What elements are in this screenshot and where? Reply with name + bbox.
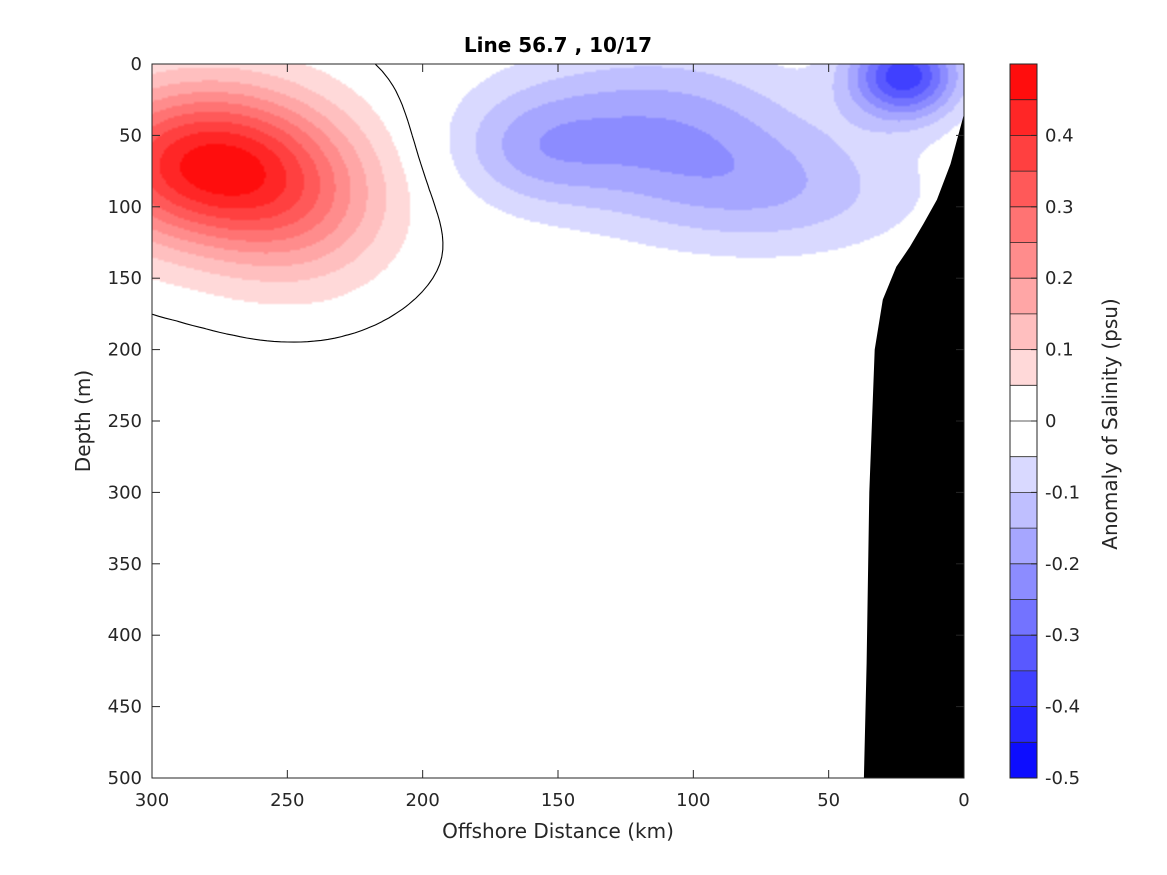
x-tick-label: 150	[541, 790, 575, 811]
colorbar-swatch	[1010, 135, 1037, 172]
y-axis: 0 50 100 150 200 250 300 350 400 450 500	[108, 54, 964, 789]
y-axis-label: Depth (m)	[71, 370, 95, 472]
plot-area	[151, 63, 965, 779]
colorbar-ticks: 0.4 0.3 0.2 0.1 0 -0.1 -0.2 -0.3 -0.4 -0.5	[1031, 125, 1080, 789]
colorbar-swatch	[1010, 242, 1037, 279]
colorbar-tick-label: 0.1	[1045, 340, 1074, 361]
colorbar-swatch	[1010, 171, 1037, 208]
y-tick-label: 0	[131, 54, 142, 75]
colorbar-swatch	[1010, 528, 1037, 565]
y-tick-label: 50	[119, 125, 142, 146]
seafloor-bathymetry	[863, 113, 964, 778]
colorbar: 0.4 0.3 0.2 0.1 0 -0.1 -0.2 -0.3 -0.4 -0.5	[1009, 63, 1080, 789]
y-tick-label: 350	[108, 554, 142, 575]
colorbar-tick-label: -0.1	[1045, 482, 1080, 503]
colorbar-tick-label: -0.3	[1045, 625, 1080, 646]
y-tick-label: 400	[108, 625, 142, 646]
colorbar-label: Anomaly of Salinity (psu)	[1098, 298, 1122, 549]
colorbar-swatch	[1010, 635, 1037, 672]
y-tick-label: 200	[108, 340, 142, 361]
colorbar-tick-label: -0.4	[1045, 697, 1080, 718]
x-tick-label: 250	[270, 790, 304, 811]
chart-title: Line 56.7 , 10/17	[464, 33, 652, 57]
y-tick-label: 250	[108, 411, 142, 432]
x-axis-label: Offshore Distance (km)	[442, 819, 674, 843]
colorbar-tick-label: -0.5	[1045, 768, 1080, 789]
x-tick-label: 200	[405, 790, 439, 811]
salinity-anomaly-field	[152, 64, 964, 778]
y-tick-label: 150	[108, 268, 142, 289]
y-tick-label: 100	[108, 197, 142, 218]
colorbar-swatches	[1010, 64, 1037, 779]
x-tick-label: 50	[817, 790, 840, 811]
colorbar-swatch	[1010, 64, 1037, 101]
colorbar-tick-label: -0.2	[1045, 554, 1080, 575]
colorbar-swatch	[1010, 563, 1037, 600]
colorbar-tick-label: 0.4	[1045, 125, 1074, 146]
colorbar-swatch	[1010, 599, 1037, 636]
colorbar-swatch	[1010, 456, 1037, 493]
colorbar-swatch	[1010, 313, 1037, 351]
colorbar-tick-label: 0.3	[1045, 197, 1074, 218]
colorbar-swatch	[1010, 278, 1037, 315]
colorbar-tick-label: 0.2	[1045, 268, 1074, 289]
colorbar-swatch	[1010, 706, 1037, 743]
colorbar-swatch	[1010, 99, 1037, 136]
colorbar-swatch	[1010, 742, 1037, 779]
colorbar-tick-label: 0	[1045, 411, 1056, 432]
colorbar-swatch	[1010, 349, 1037, 386]
x-tick-label: 300	[135, 790, 169, 811]
x-tick-label: 100	[676, 790, 710, 811]
y-tick-label: 500	[108, 768, 142, 789]
colorbar-swatch	[1010, 421, 1037, 458]
colorbar-swatch	[1010, 385, 1037, 422]
colorbar-swatch	[1010, 206, 1037, 243]
x-axis: 300 250 200 150 100 50 0	[135, 64, 970, 811]
colorbar-swatch	[1010, 670, 1037, 708]
y-tick-label: 450	[108, 697, 142, 718]
colorbar-swatch	[1010, 492, 1037, 529]
x-tick-label: 0	[958, 790, 969, 811]
y-tick-label: 300	[108, 482, 142, 503]
